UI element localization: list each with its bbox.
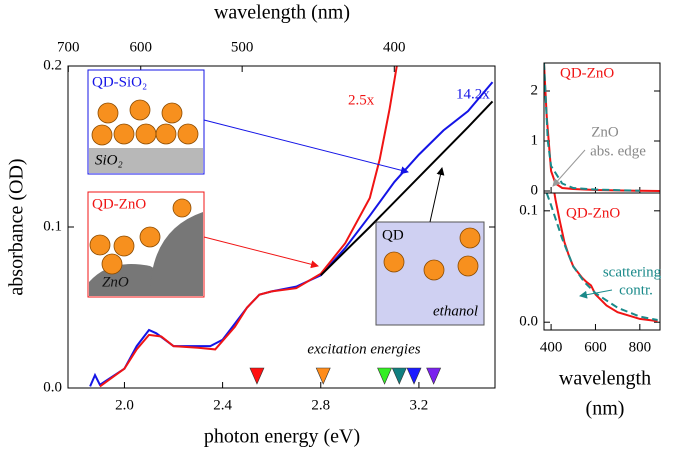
plot-frame	[67, 65, 496, 389]
annotation: scattering	[603, 264, 662, 280]
annotation: 14.2x	[456, 86, 490, 102]
series-line	[553, 193, 658, 323]
inset-label: SiO₂	[95, 152, 123, 168]
x-axis-label: (nm)	[586, 398, 625, 420]
x2-axis-label: wavelength (nm)	[214, 2, 350, 24]
x-tick-label: 800	[629, 339, 652, 355]
inset-label: ZnO	[102, 274, 129, 290]
y-axis-label: absorbance (OD)	[6, 158, 28, 295]
inset-title: QD	[382, 227, 404, 243]
inset-label: ethanol	[433, 303, 478, 319]
annotation: abs. edge	[590, 143, 646, 159]
x-tick-label: 400	[540, 339, 563, 355]
x2-tick-label: 600	[129, 39, 152, 55]
series-line	[320, 100, 494, 277]
substrate	[89, 148, 203, 173]
annotation: ZnO	[591, 124, 619, 140]
x-axis-label: photon energy (eV)	[204, 426, 360, 448]
x-tick-label: 2.8	[311, 397, 330, 413]
y-tick-label: 0.1	[43, 218, 62, 234]
arrow	[203, 119, 409, 175]
qd-particles	[89, 198, 192, 275]
x-tick-label: 2.4	[213, 397, 232, 413]
series-line	[99, 66, 398, 388]
x-axis-label: wavelength	[559, 368, 651, 390]
arrow	[579, 289, 613, 299]
y-tick-label: 0	[531, 182, 539, 198]
excitation-label: excitation energies	[307, 341, 420, 357]
series-line	[544, 63, 640, 192]
y-tick-label: 0.1	[519, 202, 538, 218]
x-tick-label: 3.2	[410, 397, 429, 413]
excitation-marker	[377, 367, 393, 385]
qd-particles	[383, 227, 481, 281]
x-tick-label: 600	[584, 339, 607, 355]
x2-tick-label: 500	[231, 39, 254, 55]
excitation-marker	[249, 367, 265, 385]
inset-title: QD-SiO₂	[92, 74, 147, 90]
series-line	[545, 193, 658, 321]
x-tick-label: 2.0	[115, 397, 134, 413]
excitation-marker	[426, 367, 442, 385]
x2-tick-label: 700	[57, 39, 80, 55]
inset-title: QD-ZnO	[566, 205, 620, 221]
y-tick-label: 2	[531, 82, 539, 98]
insets	[87, 69, 613, 326]
y-tick-label: 0.2	[43, 57, 62, 73]
inset-title: QD-ZnO	[560, 65, 614, 81]
arrow	[203, 236, 319, 269]
annotation: contr.	[619, 282, 653, 298]
plot-frame	[543, 192, 661, 331]
annotation: 2.5x	[348, 92, 375, 108]
x2-tick-label: 400	[383, 39, 406, 55]
y-tick-label: 0.0	[43, 379, 62, 395]
excitation-marker	[391, 367, 407, 385]
inset-title: QD-ZnO	[92, 196, 146, 212]
arrow	[429, 167, 445, 223]
excitation-marker	[315, 367, 331, 385]
qd-particles	[91, 99, 199, 146]
zno-grain	[150, 212, 203, 296]
y-tick-label: 1	[531, 132, 539, 148]
y-tick-label: 0.0	[519, 314, 538, 330]
excitation-marker	[406, 367, 422, 385]
arrow	[552, 149, 586, 187]
